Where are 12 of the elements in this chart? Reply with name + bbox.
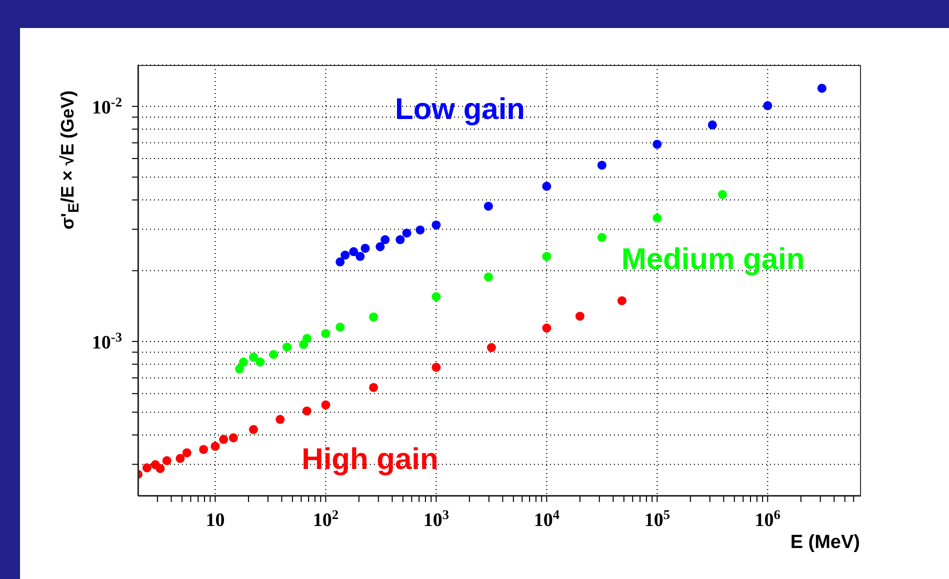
x-axis-title: E (MeV) [790,532,860,554]
series-label: Medium gain [621,243,805,277]
y-tick-label: 10$^{-2}$ [92,94,122,118]
series-label: Low gain [395,93,525,127]
x-tick-label: 10$^{3}$ [423,506,450,531]
x-tick-label: 10 [206,510,225,531]
x-tick-label: 10$^{4}$ [534,506,560,531]
x-tick-label: 10$^{2}$ [312,506,339,531]
x-tick-label: 10$^{6}$ [754,506,781,531]
series-label: High gain [302,443,438,477]
x-tick-label: 10$^{5}$ [644,506,670,531]
y-tick-label: 10$^{-3}$ [92,328,122,354]
